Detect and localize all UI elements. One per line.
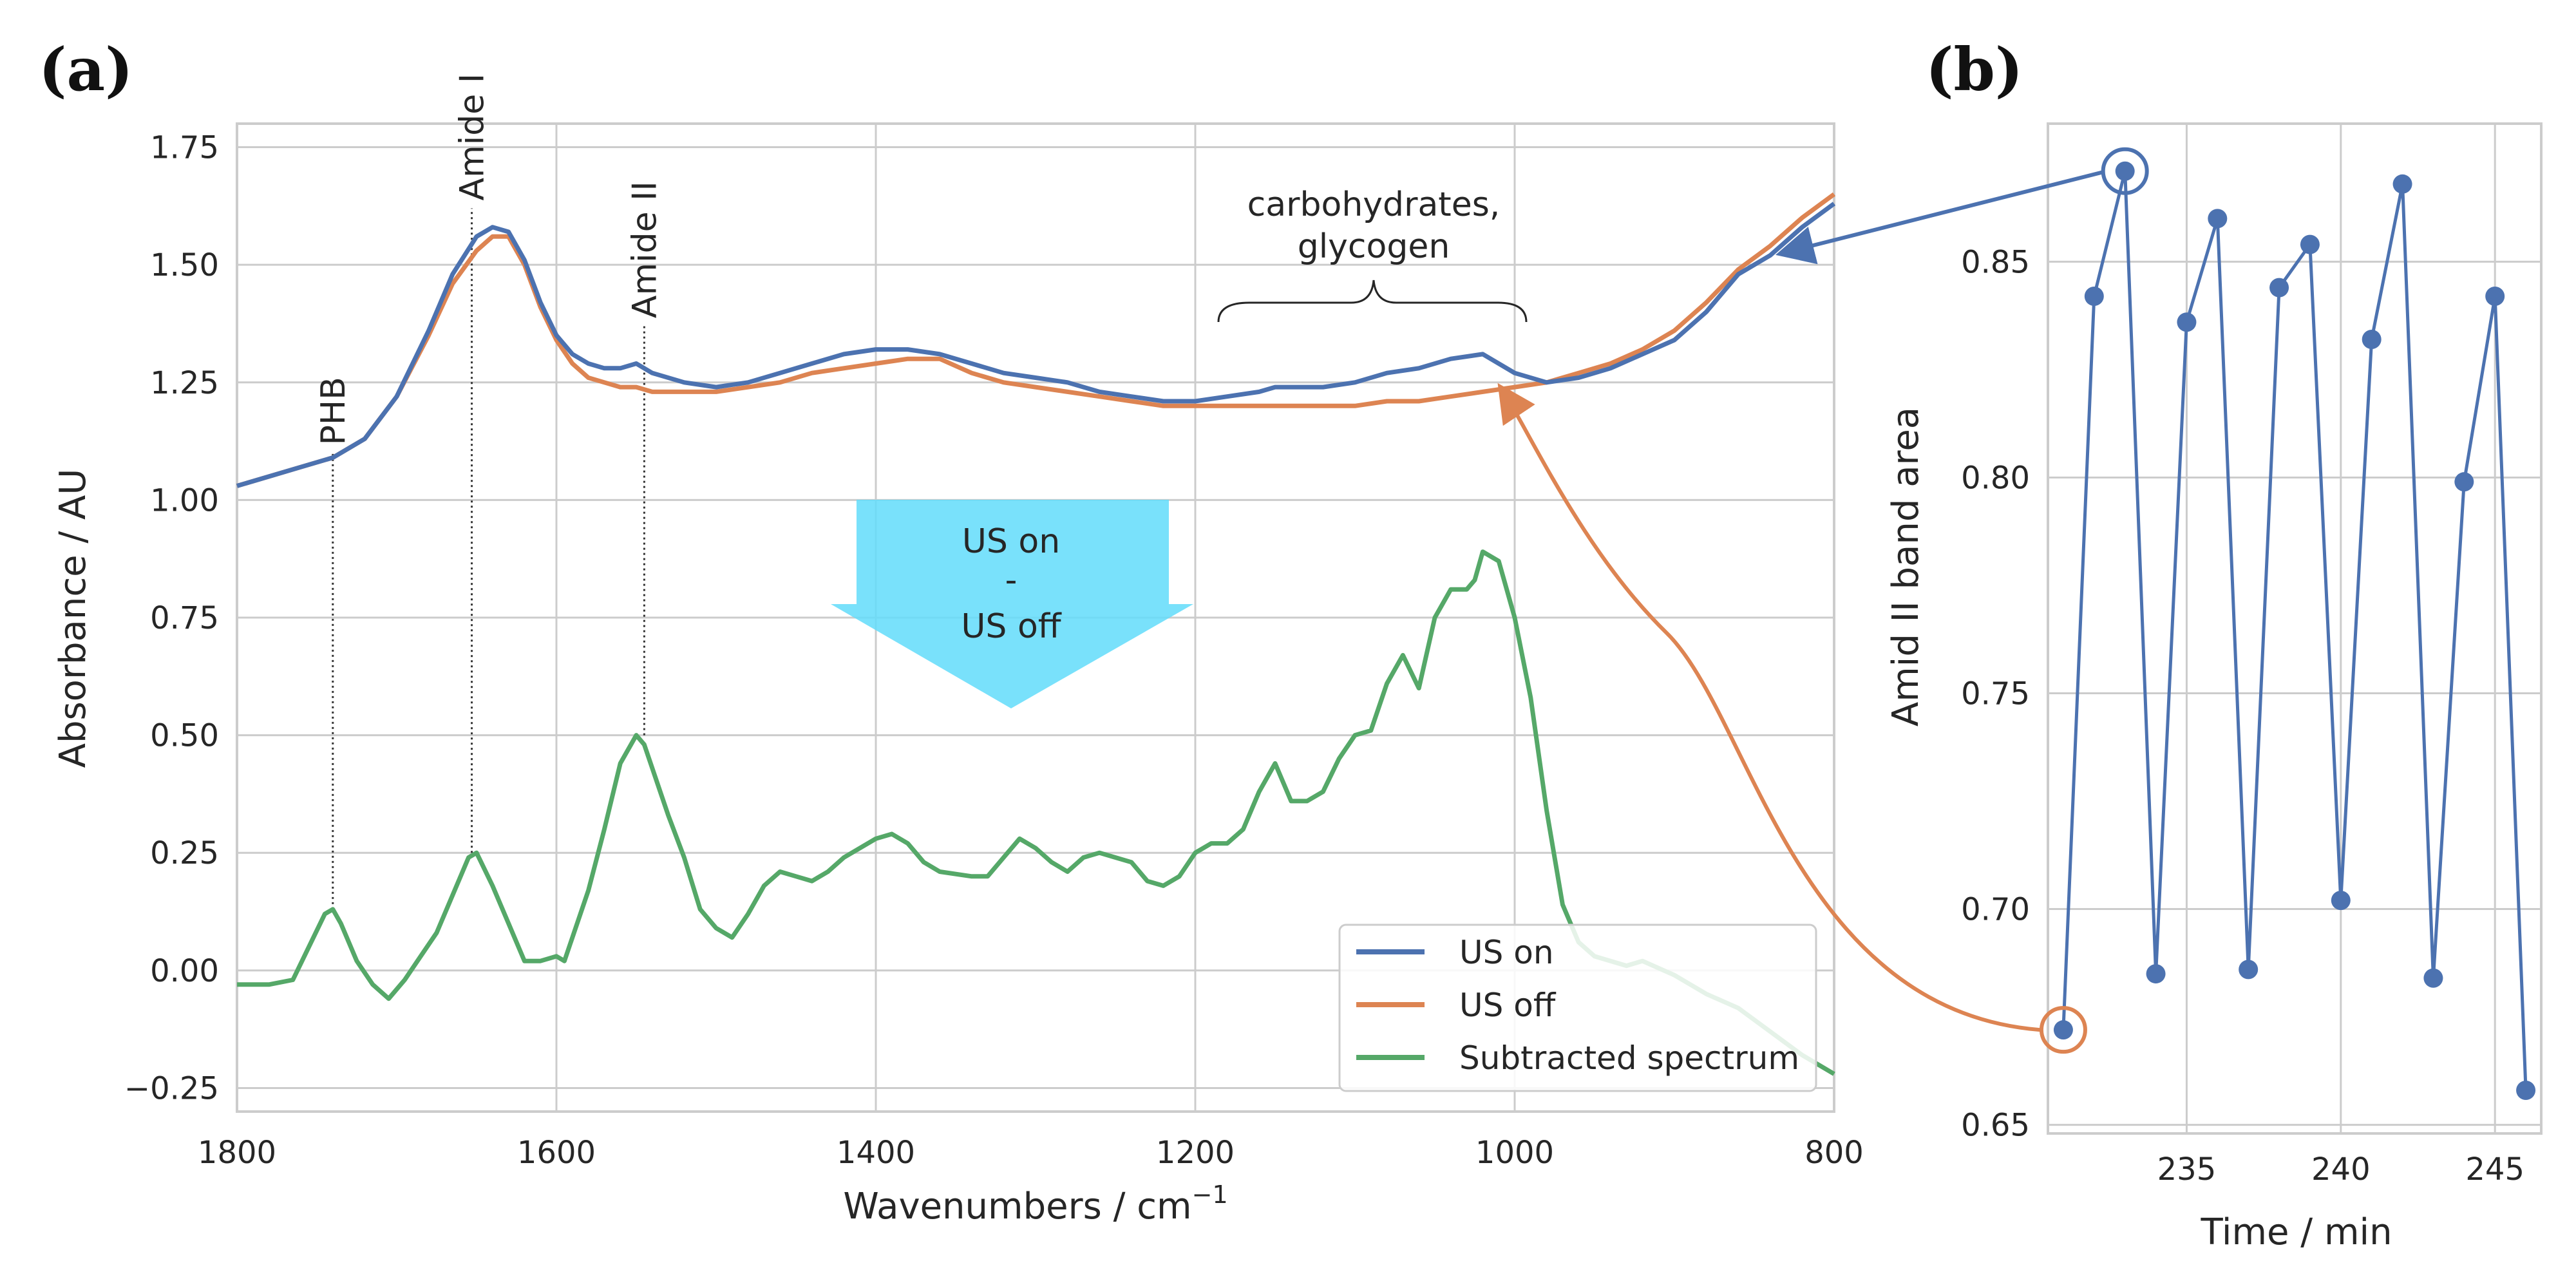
carbohydrates-brace: carbohydrates, glycogen bbox=[1217, 185, 1528, 323]
spectrum-y-tick-label: −0.25 bbox=[124, 1070, 219, 1106]
band-area-point bbox=[2269, 278, 2289, 298]
band-marker-label: Amide II bbox=[625, 181, 664, 318]
band-area-point bbox=[2239, 960, 2259, 980]
carbohydrates-label: carbohydrates, bbox=[1247, 185, 1501, 224]
band-area-y-tick-label: 0.80 bbox=[1961, 460, 2030, 496]
band-area-point bbox=[2454, 472, 2474, 492]
connector-arrow-us-on bbox=[1776, 170, 2103, 265]
band-marker-label: PHB bbox=[314, 377, 353, 445]
glycogen-label: glycogen bbox=[1298, 227, 1450, 266]
band-area-y-tick-label: 0.75 bbox=[1961, 676, 2030, 712]
spectrum-y-tick-label: 0.75 bbox=[150, 600, 219, 636]
spectrum-plot-frame bbox=[236, 122, 1835, 1113]
band-annotations: PHB Amide I Amide II bbox=[314, 73, 664, 909]
band-area-plot-frame bbox=[2047, 122, 2543, 1135]
band-area-y-tick-label: 0.85 bbox=[1961, 244, 2030, 280]
band-area-x-tick-label: 245 bbox=[2465, 1151, 2524, 1188]
spectrum-x-tick-label: 1200 bbox=[1156, 1135, 1235, 1171]
series-line-subtracted-spectrum bbox=[237, 549, 1835, 1076]
band-area-point bbox=[2362, 330, 2382, 350]
band-area-chart: 235 240 245 0.65 0.70 0.75 0.80 0.85 Time / mi… bbox=[1885, 122, 2543, 1253]
spectrum-y-tick-label: 1.50 bbox=[150, 247, 219, 283]
band-area-point bbox=[2423, 968, 2443, 988]
spectrum-x-axis-label: Wavenumbers / cm−1 bbox=[843, 1180, 1227, 1227]
connector-arrow-us-off bbox=[1497, 383, 2041, 1032]
arrow-label-line-2: - bbox=[1005, 561, 1018, 600]
band-area-x-tick-label: 235 bbox=[2157, 1151, 2217, 1188]
spectrum-x-tick-label: 1800 bbox=[198, 1135, 276, 1171]
spectrum-x-tick-label: 1600 bbox=[517, 1135, 596, 1171]
spectrum-y-tick-label: 0.50 bbox=[150, 718, 219, 754]
band-area-point bbox=[2115, 161, 2135, 181]
spectrum-y-tick-label: 0.25 bbox=[150, 835, 219, 871]
band-area-x-ticks: 235 240 245 bbox=[2157, 1151, 2524, 1188]
band-area-x-tick-label: 240 bbox=[2311, 1151, 2371, 1188]
band-area-point bbox=[2392, 174, 2412, 194]
band-area-line bbox=[2061, 169, 2528, 1091]
arrow-label-line-3: US off bbox=[961, 607, 1061, 646]
band-area-highlights bbox=[2039, 147, 2149, 1054]
panel-label-a: (a) bbox=[39, 35, 133, 104]
highlight-ring bbox=[2039, 1006, 2087, 1054]
spectrum-y-ticks: −0.25 0.00 0.25 0.50 0.75 1.00 1.25 1.50 1.75 bbox=[124, 130, 219, 1107]
legend-label-us-off: US off bbox=[1459, 987, 1557, 1024]
panel-label-b: (b) bbox=[1926, 35, 2023, 104]
band-area-point bbox=[2146, 964, 2166, 984]
spectrum-y-tick-label: 1.00 bbox=[150, 482, 219, 518]
band-area-point bbox=[2331, 891, 2351, 911]
spectrum-x-tick-label: 1000 bbox=[1475, 1135, 1554, 1171]
band-area-point bbox=[2208, 209, 2228, 229]
spectrum-x-tick-label: 1400 bbox=[837, 1135, 915, 1171]
band-area-y-tick-label: 0.70 bbox=[1961, 892, 2030, 928]
spectrum-chart: 1800 1600 1400 1200 1000 800 −0.25 0.00 0.25 0.5… bbox=[52, 73, 1864, 1227]
legend: US on US off Subtracted spectrum bbox=[1338, 924, 1817, 1092]
band-area-y-tick-label: 0.65 bbox=[1961, 1108, 2030, 1144]
highlight-ring bbox=[2101, 147, 2149, 195]
spectrum-y-axis-label: Absorbance / AU bbox=[52, 469, 94, 768]
legend-label-us-on: US on bbox=[1459, 934, 1554, 971]
band-area-point bbox=[2053, 1020, 2073, 1040]
arrow-label-line-1: US on bbox=[962, 522, 1060, 561]
spectrum-x-ticks: 1800 1600 1400 1200 1000 800 bbox=[198, 1135, 1864, 1171]
difference-arrow: US on - US off bbox=[831, 500, 1193, 708]
legend-label-subtracted: Subtracted spectrum bbox=[1459, 1039, 1799, 1077]
band-marker-label: Amide I bbox=[453, 73, 492, 201]
band-area-series bbox=[2053, 161, 2536, 1100]
band-area-grid bbox=[2048, 124, 2541, 1133]
band-area-y-axis-label: Amid II band area bbox=[1885, 407, 1927, 726]
spectrum-y-tick-label: 0.00 bbox=[150, 953, 219, 989]
band-area-point bbox=[2485, 287, 2505, 307]
brace-shape bbox=[1217, 279, 1528, 323]
difference-arrow-shape bbox=[831, 500, 1193, 708]
band-area-point bbox=[2516, 1080, 2536, 1100]
band-area-point bbox=[2300, 234, 2320, 254]
spectrum-x-tick-label: 800 bbox=[1804, 1135, 1864, 1171]
band-area-y-ticks: 0.65 0.70 0.75 0.80 0.85 bbox=[1961, 244, 2030, 1143]
spectrum-y-tick-label: 1.25 bbox=[150, 365, 219, 401]
panel-connectors bbox=[1497, 170, 2103, 1032]
legend-box bbox=[1338, 924, 1817, 1092]
series-line-us-on bbox=[236, 202, 1836, 488]
spectrum-y-tick-label: 1.75 bbox=[150, 130, 219, 166]
band-area-point bbox=[2084, 287, 2104, 307]
band-area-x-axis-label: Time / min bbox=[2200, 1211, 2392, 1253]
band-area-point bbox=[2177, 312, 2197, 332]
